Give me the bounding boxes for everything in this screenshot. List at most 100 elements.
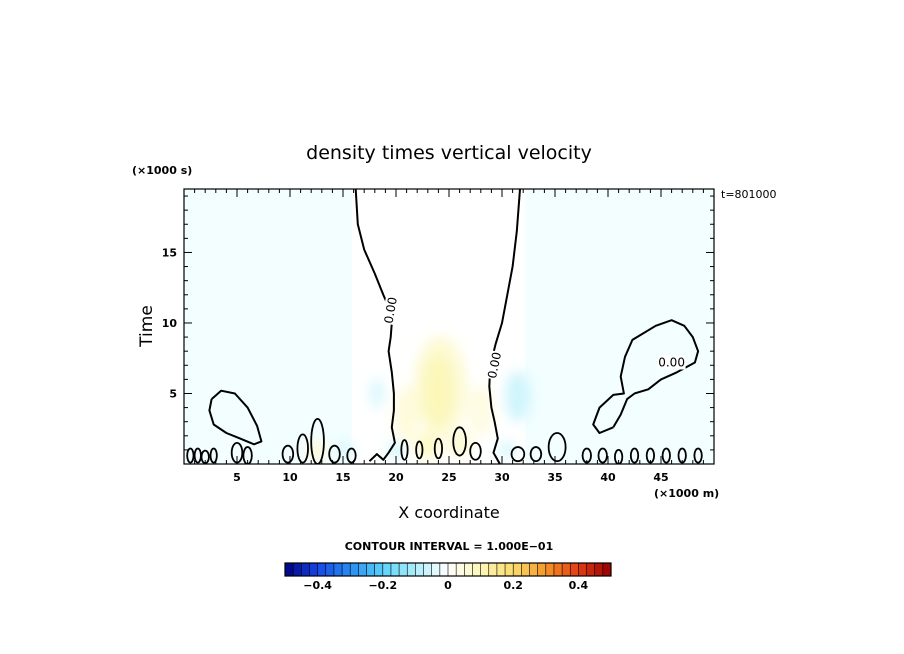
y-units-label: (×1000 s) bbox=[132, 164, 192, 177]
colorbar-cell bbox=[448, 563, 457, 576]
contour-label: 0.00 bbox=[381, 296, 399, 325]
x-tick-label: 40 bbox=[600, 471, 616, 484]
colorbar-cell bbox=[562, 563, 571, 576]
colorbar-cell bbox=[602, 563, 612, 576]
x-tick-label: 20 bbox=[388, 471, 404, 484]
colorbar: −0.4 −0.2 0 0.2 0.4 bbox=[284, 562, 612, 592]
field-blob bbox=[446, 431, 473, 457]
field-blob bbox=[336, 441, 354, 459]
colorbar-cell bbox=[301, 563, 310, 576]
contour-interval-text: CONTOUR INTERVAL = 1.000E−01 bbox=[345, 540, 554, 553]
colorbar-cell bbox=[358, 563, 367, 576]
x-tick-label: 45 bbox=[653, 471, 668, 484]
colorbar-tick-label: 0 bbox=[444, 579, 452, 592]
x-tick-label: 10 bbox=[282, 471, 298, 484]
colorbar-cell bbox=[366, 563, 376, 576]
colorbar-cell bbox=[309, 563, 318, 576]
small-contour bbox=[693, 447, 703, 464]
colorbar-cell bbox=[594, 563, 604, 576]
time-stamp: t=801000 bbox=[721, 188, 777, 201]
small-contour bbox=[281, 444, 295, 464]
colorbar-cell bbox=[521, 563, 530, 576]
contour-label: 0.00 bbox=[485, 351, 504, 380]
colorbar-cell bbox=[464, 563, 473, 576]
colorbar-cell bbox=[431, 563, 441, 576]
colorbar-cell bbox=[285, 563, 294, 576]
colorbar-cell bbox=[317, 563, 327, 576]
colorbar-cell bbox=[505, 563, 514, 576]
colorbar-cell bbox=[488, 563, 498, 576]
x-units-label: (×1000 m) bbox=[654, 487, 719, 500]
small-contour bbox=[529, 446, 543, 463]
small-contour bbox=[433, 437, 444, 460]
colorbar-tick-label: 0.2 bbox=[503, 579, 523, 592]
field-blob bbox=[414, 432, 442, 459]
small-contour bbox=[452, 426, 467, 457]
colorbar-cell bbox=[456, 563, 465, 576]
colorbar-cell bbox=[399, 563, 408, 576]
y-axis-label: Time bbox=[137, 305, 157, 348]
colorbar-cell bbox=[374, 563, 384, 576]
colorbar-cell bbox=[553, 563, 563, 576]
colorbar-cell bbox=[439, 563, 449, 576]
colorbar-cell bbox=[342, 563, 351, 576]
small-contour bbox=[510, 446, 526, 463]
plot-area: 0.00 0.00 0.00 5 10 15 20 25 30 35 40 45 5 10 15 bbox=[162, 188, 715, 484]
small-contour bbox=[597, 447, 608, 464]
field-blob bbox=[505, 370, 531, 422]
ticks-layer: 5 10 15 20 25 30 35 40 45 5 10 15 bbox=[162, 189, 714, 484]
colorbar-cell bbox=[382, 563, 392, 576]
colorbar-cell bbox=[537, 563, 547, 576]
colorbar-cell bbox=[350, 563, 359, 576]
x-tick-label: 35 bbox=[547, 471, 562, 484]
x-tick-label: 15 bbox=[335, 471, 350, 484]
colorbar-cell bbox=[325, 563, 335, 576]
colorbar-cell bbox=[545, 563, 555, 576]
y-tick-label: 5 bbox=[169, 387, 177, 400]
y-tick-label: 15 bbox=[162, 246, 177, 259]
x-tick-label: 30 bbox=[494, 471, 510, 484]
contour-label-bg bbox=[484, 350, 505, 381]
contour-label-bg bbox=[657, 355, 686, 370]
zero-contour bbox=[354, 189, 396, 462]
colorbar-cell bbox=[570, 563, 579, 576]
field-blob bbox=[467, 385, 495, 436]
small-contour bbox=[613, 448, 624, 464]
x-axis-label: X coordinate bbox=[398, 503, 499, 522]
chart-title: density times vertical velocity bbox=[306, 142, 592, 164]
colorbar-cell bbox=[390, 563, 400, 576]
colorbar-cell bbox=[480, 563, 490, 576]
colorbar-cell bbox=[423, 563, 433, 576]
small-contour bbox=[661, 447, 671, 464]
field-blob bbox=[422, 354, 455, 428]
colorbar-cell bbox=[586, 563, 596, 576]
colorbar-frame bbox=[284, 562, 612, 577]
zero-contour bbox=[208, 389, 263, 446]
colorbar-cell bbox=[578, 563, 587, 576]
small-contour bbox=[547, 432, 567, 463]
x-tick-label: 5 bbox=[233, 471, 241, 484]
colorbar-cell bbox=[472, 563, 481, 576]
contour-label: 0.00 bbox=[658, 355, 685, 369]
colorbar-cell bbox=[415, 563, 424, 576]
small-contour bbox=[469, 441, 482, 461]
contour-labels: 0.00 0.00 0.00 bbox=[381, 295, 686, 381]
colorbar-tick-label: −0.4 bbox=[303, 579, 332, 592]
colorbar-cell bbox=[496, 563, 506, 576]
small-contour bbox=[400, 439, 409, 461]
small-contour bbox=[629, 447, 640, 464]
colorbar-tick-label: −0.2 bbox=[368, 579, 397, 592]
colorbar-cell bbox=[333, 563, 343, 576]
field-layer bbox=[305, 189, 531, 464]
field-blob bbox=[387, 441, 405, 459]
colorbar-cell bbox=[529, 563, 539, 576]
small-contour bbox=[415, 440, 424, 460]
colorbar-cell bbox=[293, 563, 302, 576]
zero-contour bbox=[592, 319, 700, 434]
x-tick-label: 25 bbox=[441, 471, 456, 484]
field-blob bbox=[393, 386, 420, 443]
small-contour bbox=[186, 447, 195, 464]
colorbar-tick-label: 0.4 bbox=[569, 579, 589, 592]
small-contour bbox=[296, 433, 309, 464]
